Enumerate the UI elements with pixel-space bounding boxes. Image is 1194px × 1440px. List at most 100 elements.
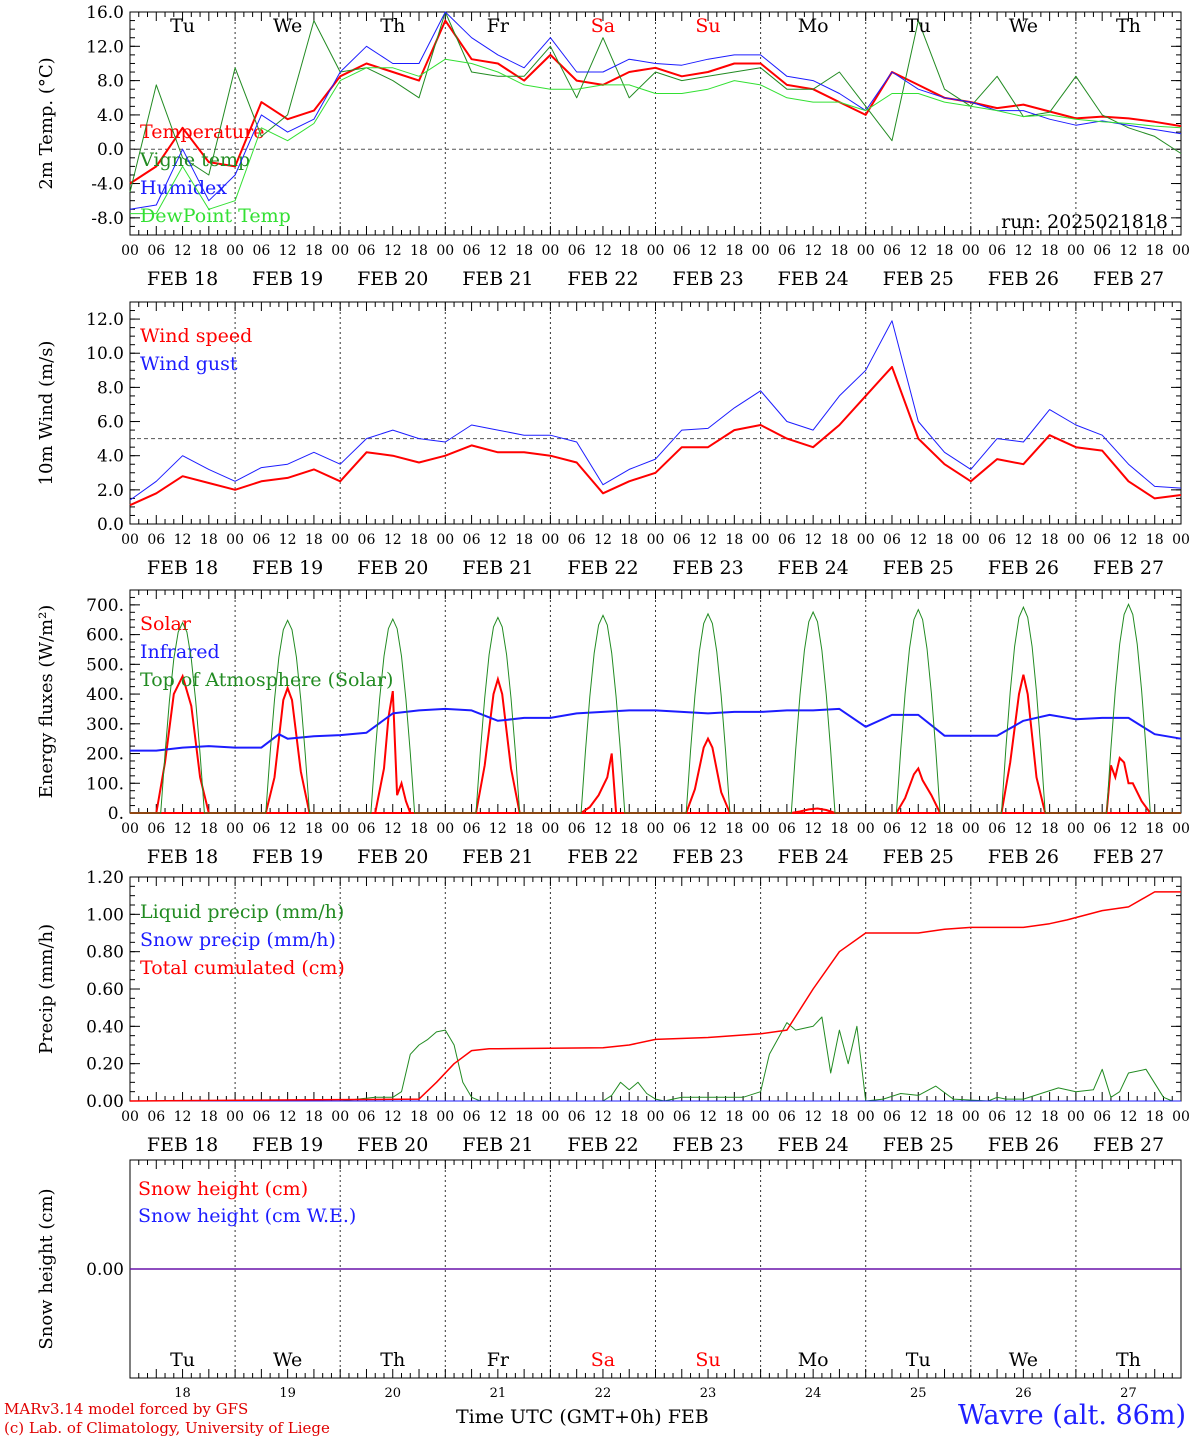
- hour-tick-label: 06: [568, 1109, 586, 1125]
- solar-peak-line: [895, 766, 941, 814]
- hour-tick-label: 06: [778, 243, 796, 259]
- hour-tick-label: 18: [305, 532, 323, 548]
- date-label: FEB 27: [1093, 268, 1164, 290]
- hour-tick-label: 12: [1120, 243, 1138, 259]
- weekday-label: We: [273, 15, 302, 37]
- hour-tick-label: 18: [200, 532, 218, 548]
- hour-tick-label: 06: [988, 821, 1006, 837]
- solar-peak-line: [155, 673, 210, 814]
- y-tick-label: 4.0: [97, 106, 124, 126]
- date-label: FEB 25: [883, 846, 954, 868]
- legend-entry: Wind speed: [140, 325, 252, 347]
- legend-entry: Temperature: [140, 121, 264, 143]
- date-label: FEB 25: [883, 268, 954, 290]
- date-label: FEB 21: [462, 846, 533, 868]
- hour-tick-label: 00: [857, 821, 875, 837]
- hour-tick-label: 00: [1067, 821, 1085, 837]
- day-number-label: 18: [174, 1386, 191, 1401]
- solar-peak-line: [264, 685, 311, 814]
- hour-tick-label: 12: [1014, 532, 1032, 548]
- hour-tick-label: 00: [1172, 532, 1190, 548]
- hour-tick-label: 18: [200, 243, 218, 259]
- date-label: FEB 19: [252, 557, 323, 579]
- hour-tick-label: 00: [857, 243, 875, 259]
- hour-tick-label: 18: [410, 1109, 428, 1125]
- legend-entry: Infrared: [140, 641, 220, 663]
- infrared-line: [130, 707, 1182, 752]
- hour-tick-label: 00: [962, 821, 980, 837]
- legend-entry: Solar: [140, 613, 192, 635]
- hour-tick-label: 00: [436, 821, 454, 837]
- y-tick-label: 0.0: [97, 140, 124, 160]
- weekday-label: We: [273, 1349, 302, 1371]
- hour-tick-label: 06: [358, 821, 376, 837]
- hour-tick-label: 06: [463, 532, 481, 548]
- hour-tick-label: 12: [174, 1109, 192, 1125]
- hour-tick-label: 00: [1172, 243, 1190, 259]
- date-label: FEB 19: [252, 268, 323, 290]
- hour-tick-label: 18: [831, 821, 849, 837]
- weekday-label: Fr: [487, 1349, 510, 1371]
- day-number-label: 24: [805, 1386, 822, 1401]
- hour-tick-label: 00: [121, 532, 139, 548]
- hour-tick-label: 12: [909, 532, 927, 548]
- hour-tick-label: 18: [1041, 1109, 1059, 1125]
- date-label: FEB 22: [567, 268, 638, 290]
- hour-tick-label: 18: [305, 1109, 323, 1125]
- hour-tick-label: 18: [725, 821, 743, 837]
- weekday-label: We: [1009, 15, 1038, 37]
- date-label: FEB 20: [357, 1134, 428, 1156]
- weekday-label: Mo: [798, 1349, 829, 1371]
- hour-tick-label: 06: [883, 532, 901, 548]
- hour-tick-label: 18: [936, 821, 954, 837]
- hour-tick-label: 00: [121, 243, 139, 259]
- y-tick-label: 12.0: [86, 37, 124, 57]
- hour-tick-label: 18: [725, 243, 743, 259]
- hour-tick-label: 18: [936, 1109, 954, 1125]
- day-number-label: 19: [279, 1386, 296, 1401]
- date-label: FEB 19: [252, 846, 323, 868]
- hour-tick-label: 00: [647, 821, 665, 837]
- day-number-label: 26: [1015, 1386, 1032, 1401]
- hour-tick-label: 12: [279, 1109, 297, 1125]
- hour-tick-label: 00: [541, 532, 559, 548]
- hour-tick-label: 00: [1172, 821, 1190, 837]
- hour-tick-label: 18: [620, 821, 638, 837]
- hour-tick-label: 00: [226, 821, 244, 837]
- hour-tick-label: 06: [883, 1109, 901, 1125]
- day-number-label: 22: [595, 1386, 612, 1401]
- y-tick-label: 2.0: [97, 481, 124, 501]
- date-label: FEB 25: [883, 1134, 954, 1156]
- solar-peak-line: [1105, 755, 1152, 814]
- hour-tick-label: 06: [463, 243, 481, 259]
- solar-peak-line: [374, 690, 412, 814]
- y-axis-label: Energy fluxes (W/m²): [36, 605, 57, 799]
- date-label: FEB 22: [567, 1134, 638, 1156]
- hour-tick-label: 06: [673, 821, 691, 837]
- date-label: FEB 27: [1093, 557, 1164, 579]
- hour-tick-label: 18: [936, 532, 954, 548]
- hour-tick-label: 18: [936, 243, 954, 259]
- hour-tick-label: 12: [909, 1109, 927, 1125]
- hour-tick-label: 18: [200, 821, 218, 837]
- y-tick-label: -4.0: [91, 175, 124, 195]
- hour-tick-label: 00: [121, 1109, 139, 1125]
- date-label: FEB 23: [672, 846, 743, 868]
- dewpoint-temp-line: [130, 58, 1182, 215]
- weekday-label: We: [1009, 1349, 1038, 1371]
- date-label: FEB 18: [147, 1134, 218, 1156]
- date-label: FEB 22: [567, 557, 638, 579]
- hour-tick-label: 06: [1093, 821, 1111, 837]
- hour-tick-label: 18: [305, 243, 323, 259]
- legend-entry: Humidex: [140, 177, 227, 199]
- date-label: FEB 18: [147, 268, 218, 290]
- hour-tick-label: 06: [1093, 532, 1111, 548]
- hour-tick-label: 12: [174, 532, 192, 548]
- hour-tick-label: 12: [1120, 532, 1138, 548]
- hour-tick-label: 06: [358, 243, 376, 259]
- hour-tick-label: 00: [1067, 532, 1085, 548]
- vigne-temp-line: [129, 11, 1182, 193]
- hour-tick-label: 12: [1120, 1109, 1138, 1125]
- hour-tick-label: 12: [384, 821, 402, 837]
- hour-tick-label: 12: [279, 532, 297, 548]
